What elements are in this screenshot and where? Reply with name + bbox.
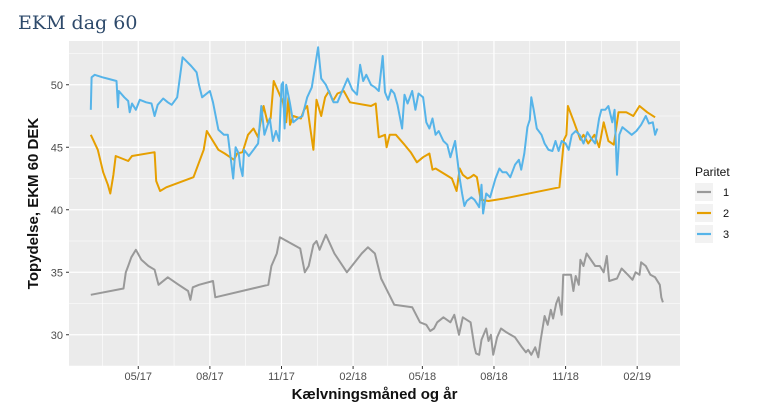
x-tick-label: 08/17	[196, 371, 224, 383]
y-tick-label: 40	[51, 205, 63, 217]
series-line-paritet-3	[89, 46, 659, 215]
y-tick-label: 45	[51, 142, 63, 154]
y-tick-label: 50	[51, 80, 63, 92]
minor-gridlines	[69, 41, 680, 367]
legend-label: 1	[723, 187, 729, 199]
x-tick-label: 08/18	[480, 371, 508, 383]
y-tick-label: 35	[51, 267, 63, 279]
x-tick-label: 11/17	[268, 371, 295, 383]
legend: Paritet 1 2 3	[695, 165, 730, 243]
plot-panel	[69, 41, 680, 366]
series-lines	[89, 46, 664, 359]
page-title: EKM dag 60	[18, 12, 138, 34]
x-tick-label: 05/17	[125, 371, 153, 383]
x-tick-label: 02/18	[339, 371, 367, 383]
legend-label: 2	[723, 208, 729, 220]
x-tick-label: 02/19	[623, 371, 651, 383]
y-axis-title: Topydelse, EKM 60 DEK	[25, 118, 42, 290]
x-tick-label: 11/18	[552, 371, 579, 383]
y-tick-label: 30	[51, 330, 63, 342]
legend-label: 3	[723, 229, 729, 241]
x-axis-title: Kælvningsmåned og år	[292, 386, 458, 403]
legend-title: Paritet	[695, 165, 730, 179]
series-line-paritet-1	[90, 233, 664, 359]
axes: 30 35 40 45 50 05/17 08/17 11/17 02/18 05/18 08/18…	[51, 80, 651, 383]
x-tick-label: 05/18	[409, 371, 437, 383]
